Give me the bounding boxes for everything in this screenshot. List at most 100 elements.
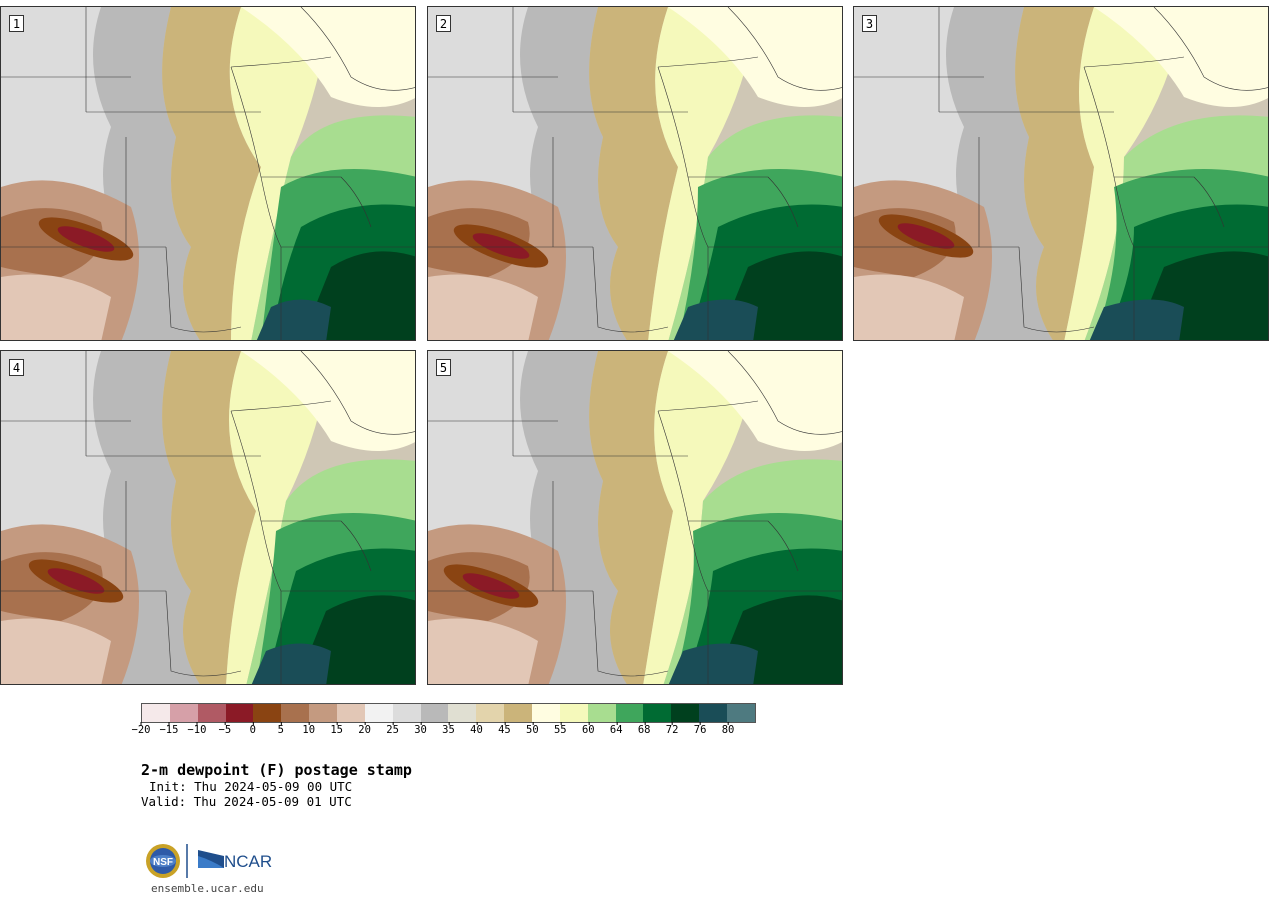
dewpoint-contour xyxy=(1089,299,1184,340)
state-border xyxy=(1018,246,1095,333)
state-border xyxy=(165,246,242,333)
colorbar-tick-label: 72 xyxy=(665,722,679,736)
page-title: 2-m dewpoint (F) postage stamp xyxy=(141,761,412,779)
dewpoint-contour xyxy=(301,251,415,340)
colorbar-tick-label: 76 xyxy=(693,722,707,736)
colorbar-swatch xyxy=(169,704,198,722)
dry-core-inner xyxy=(462,573,520,599)
colorbar-tick-label: 20 xyxy=(358,722,371,736)
dewpoint-contour xyxy=(1064,7,1184,340)
state-border xyxy=(261,520,372,572)
state-border xyxy=(300,351,415,435)
colorbar-tick-label: −20 xyxy=(131,722,151,736)
dry-core-inner xyxy=(897,223,955,249)
dewpoint-contour xyxy=(226,351,331,684)
colorbar-swatch xyxy=(253,704,282,722)
state-border xyxy=(1083,56,1185,68)
state-border xyxy=(727,351,842,435)
state-border xyxy=(592,590,669,677)
state-border xyxy=(230,410,282,684)
dewpoint-contour xyxy=(854,274,964,340)
dry-core-inner xyxy=(47,568,105,594)
ncar-logo-icon: NCAR xyxy=(198,850,272,871)
colorbar-swatch xyxy=(420,704,449,722)
nsf-ncar-logo: NSF NCAR xyxy=(146,844,272,878)
dewpoint-map xyxy=(1,351,415,684)
colorbar-swatch xyxy=(671,704,700,722)
colorbar-tick-label: 60 xyxy=(581,722,595,736)
colorbar xyxy=(141,703,756,723)
dewpoint-contour xyxy=(668,351,842,451)
panel-number: 1 xyxy=(9,15,24,32)
state-border xyxy=(230,56,332,68)
colorbar-tick-label: −10 xyxy=(187,722,207,736)
dewpoint-map xyxy=(428,351,842,684)
state-border xyxy=(230,66,282,340)
dewpoint-contour xyxy=(648,7,758,340)
colorbar-tick-label: 80 xyxy=(721,722,735,736)
colorbar-swatch xyxy=(197,704,226,722)
dewpoint-contour xyxy=(668,7,842,107)
dewpoint-contour xyxy=(162,7,261,340)
dewpoint-contour xyxy=(589,351,673,684)
colorbar-swatch xyxy=(532,704,560,722)
colorbar-swatch xyxy=(281,704,310,722)
colorbar-swatch xyxy=(615,704,644,722)
svg-text:NSF: NSF xyxy=(153,857,173,868)
colorbar-tick-label: 25 xyxy=(386,722,399,736)
dewpoint-contour xyxy=(589,7,678,340)
logos: NSF NCAR xyxy=(145,842,275,880)
state-border xyxy=(657,56,759,68)
dewpoint-contour xyxy=(1015,7,1094,340)
dewpoint-contour xyxy=(1,274,111,340)
colorbar-swatch xyxy=(225,704,254,722)
colorbar-swatch xyxy=(142,704,170,722)
colorbar-tick-label: 40 xyxy=(470,722,483,736)
colorbar-tick-label: 45 xyxy=(498,722,511,736)
state-border xyxy=(657,400,759,412)
valid-time: Valid: Thu 2024-05-09 01 UTC xyxy=(141,794,352,809)
init-time: Init: Thu 2024-05-09 00 UTC xyxy=(149,779,353,794)
colorbar-swatch xyxy=(504,704,533,722)
panel-number: 2 xyxy=(436,15,451,32)
colorbar-swatch xyxy=(476,704,505,722)
colorbar-tick-label: −5 xyxy=(218,722,232,736)
nsf-logo-icon: NSF xyxy=(146,844,180,878)
state-border xyxy=(230,400,332,412)
stamp-panel-5: 5 xyxy=(427,350,843,685)
dewpoint-contour xyxy=(241,7,415,107)
colorbar-tick-label: 15 xyxy=(330,722,343,736)
dewpoint-contour xyxy=(673,299,758,340)
stamp-panel-2: 2 xyxy=(427,6,843,341)
dewpoint-contour xyxy=(428,618,538,684)
colorbar-tick-label: −15 xyxy=(159,722,179,736)
colorbar-tick-label: 64 xyxy=(609,722,623,736)
svg-text:NCAR: NCAR xyxy=(224,852,272,871)
colorbar-swatch xyxy=(643,704,672,722)
stamp-panel-1: 1 xyxy=(0,6,416,341)
dewpoint-contour xyxy=(1094,7,1268,107)
state-border xyxy=(1083,66,1135,340)
state-border xyxy=(688,176,799,228)
colorbar-tick-label: 68 xyxy=(637,722,651,736)
panel-number: 3 xyxy=(862,15,877,32)
colorbar-swatch xyxy=(559,704,588,722)
dry-core-inner xyxy=(472,233,530,259)
colorbar-swatch xyxy=(364,704,393,722)
colorbar-swatch xyxy=(448,704,477,722)
dewpoint-contour xyxy=(256,299,331,340)
state-border xyxy=(688,520,799,572)
dewpoint-contour xyxy=(162,351,256,684)
colorbar-swatch xyxy=(392,704,421,722)
dewpoint-contour xyxy=(643,351,758,684)
colorbar-tick-label: 0 xyxy=(249,722,256,736)
state-border xyxy=(300,7,415,91)
colorbar-swatch xyxy=(337,704,365,722)
colorbar-tick-label: 30 xyxy=(414,722,427,736)
colorbar-tick-label: 50 xyxy=(526,722,539,736)
colorbar-tick-label: 55 xyxy=(553,722,567,736)
dewpoint-contour xyxy=(229,7,331,340)
colorbar-swatch xyxy=(727,704,755,722)
colorbar-tick-label: 5 xyxy=(277,722,284,736)
panel-number: 4 xyxy=(9,359,24,376)
